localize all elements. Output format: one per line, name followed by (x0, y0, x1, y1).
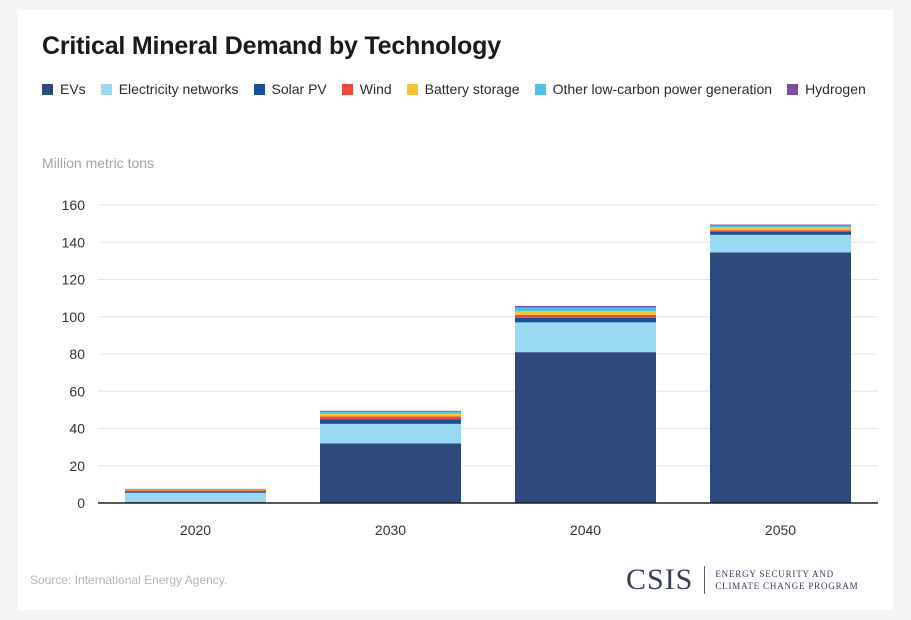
legend-swatch (534, 83, 546, 95)
legend: EVs Electricity networks Solar PV Wind Batte… (42, 79, 872, 99)
y-tick-label: 20 (69, 458, 85, 474)
legend-label: Electricity networks (118, 81, 239, 97)
bar-segment (515, 311, 656, 315)
legend-swatch (787, 83, 799, 95)
legend-label: EVs (60, 81, 86, 97)
bar-segment (320, 423, 461, 444)
bar-segment (320, 416, 461, 420)
legend-swatch (253, 83, 265, 95)
bar-segment (710, 232, 851, 235)
logo-program-line-2: CLIMATE CHANGE PROGRAM (715, 581, 859, 591)
bar-segment (125, 490, 266, 492)
bar-segment (710, 234, 851, 253)
y-tick-label: 40 (69, 421, 85, 437)
logo-divider (704, 566, 706, 594)
logo-program-line-1: ENERGY SECURITY AND (715, 569, 834, 579)
legend-swatch (100, 83, 112, 95)
bar-segment (320, 419, 461, 424)
bar-segment (515, 352, 656, 503)
bar-segment (515, 305, 656, 308)
source-note: Source: International Energy Agency. (30, 573, 228, 587)
legend-label: Hydrogen (805, 81, 866, 97)
x-tick-label: 2050 (765, 522, 796, 538)
bar-segment (320, 410, 461, 412)
y-tick-label: 80 (69, 346, 85, 362)
bar-segment (125, 489, 266, 490)
legend-label: Other low-carbon power generation (552, 81, 773, 97)
legend-swatch (341, 83, 353, 95)
legend-label: Solar PV (271, 81, 327, 97)
y-axis-label: Million metric tons (42, 155, 155, 171)
legend-item: Battery storage (406, 79, 520, 99)
logo-program: ENERGY SECURITY AND CLIMATE CHANGE PROGR… (715, 568, 858, 592)
bar-segment (320, 413, 461, 417)
legend-item: Wind (341, 79, 392, 99)
y-tick-label: 160 (62, 197, 86, 213)
legend-label: Wind (359, 81, 392, 97)
bar-segment (710, 227, 851, 231)
y-tick-label: 140 (62, 234, 86, 250)
csis-logo: CSIS ENERGY SECURITY AND CLIMATE CHANGE … (626, 563, 858, 597)
bar-segment (515, 314, 656, 318)
bar-segment (710, 230, 851, 233)
y-tick-label: 60 (69, 383, 85, 399)
x-tick-label: 2030 (375, 522, 406, 538)
bar-segment (125, 492, 266, 503)
legend-item: EVs (42, 79, 86, 99)
legend-item: Hydrogen (787, 79, 866, 99)
bar-segment (125, 489, 266, 491)
y-tick-label: 0 (77, 495, 85, 511)
bar-segment (125, 491, 266, 493)
bar-segment (710, 252, 851, 503)
bar-segment (710, 224, 851, 226)
legend-swatch (406, 83, 418, 95)
legend-item: Solar PV (253, 79, 327, 99)
chart-title: Critical Mineral Demand by Technology (42, 32, 501, 60)
y-tick-label: 100 (62, 309, 86, 325)
legend-item: Other low-carbon power generation (534, 79, 773, 99)
legend-swatch (42, 83, 53, 95)
logo-wordmark: CSIS (626, 563, 694, 596)
y-tick-label: 120 (62, 272, 86, 288)
legend-item: Electricity networks (100, 79, 239, 99)
bar-segment (515, 307, 656, 312)
bar-segment (320, 411, 461, 414)
bar-segment (710, 225, 851, 228)
bar-segment (320, 443, 461, 503)
x-tick-label: 2040 (570, 522, 601, 538)
legend-label: Battery storage (424, 81, 520, 97)
bar-segment (515, 317, 656, 323)
bar-segment (515, 322, 656, 353)
x-tick-label: 2020 (180, 522, 211, 538)
